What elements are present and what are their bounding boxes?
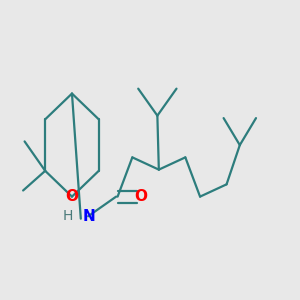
Text: N: N <box>82 209 95 224</box>
Text: O: O <box>135 189 148 204</box>
Text: O: O <box>65 189 79 204</box>
Text: H: H <box>63 209 74 223</box>
